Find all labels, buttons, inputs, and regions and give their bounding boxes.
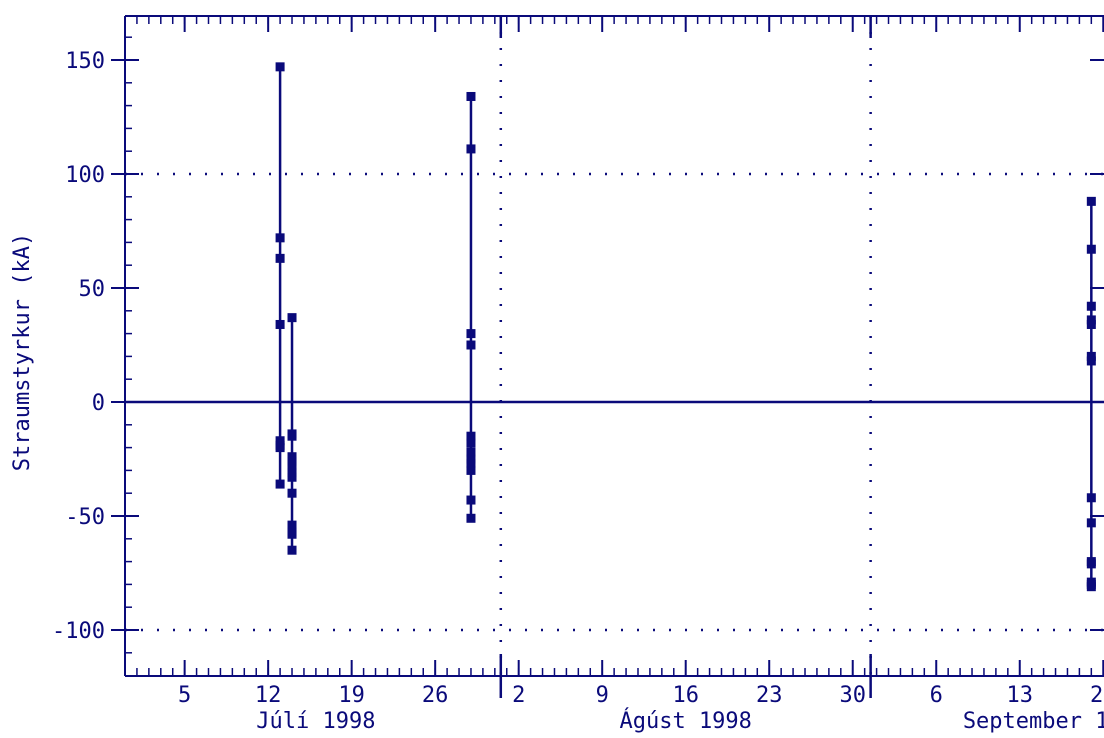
y-tick-label: 150 [65,49,105,74]
data-point [466,144,476,154]
data-point [1086,559,1096,569]
month-label: September 1998 [963,709,1104,734]
data-point [466,495,476,505]
data-point [287,313,297,323]
data-point [287,431,297,441]
axis-layer [111,15,1104,698]
x-tick-label: 26 [422,683,449,708]
data-point [466,459,476,469]
y-tick-label: 0 [92,391,105,416]
x-tick-label: 2 [512,683,525,708]
data-point [466,431,476,441]
data-point [287,468,297,478]
series-layer [275,62,1096,592]
y-tick-label: -100 [52,619,105,644]
data-point [275,479,285,489]
grid-layer [125,16,1104,676]
x-tick-label: 12 [255,683,282,708]
y-tick-label: -50 [65,505,105,530]
x-tick-label: 9 [596,683,609,708]
data-point [466,438,476,448]
data-point [466,340,476,350]
data-point [466,329,476,339]
y-tick-label: 50 [79,277,106,302]
data-point [1086,315,1096,325]
data-point [287,529,297,539]
label-layer: 150100500-50-1005121926291623306132027Jú… [52,49,1104,734]
data-point [1086,356,1096,366]
month-label: Ágúst 1998 [619,708,751,734]
data-point [1086,244,1096,254]
data-point [287,472,297,482]
data-point [287,461,297,471]
data-point [287,456,297,466]
x-tick-label: 6 [930,683,943,708]
data-point [275,443,285,453]
data-point [1086,351,1096,361]
data-point [1086,319,1096,329]
data-point [275,319,285,329]
data-point [275,253,285,263]
x-tick-label: 16 [672,683,699,708]
data-point [466,91,476,101]
x-tick-label: 30 [839,683,866,708]
y-axis-title: Straumstyrkur (kA) [10,233,35,471]
data-point [275,62,285,72]
x-tick-label: 23 [756,683,783,708]
data-point [275,233,285,243]
data-point [1086,301,1096,311]
data-point [1086,518,1096,528]
x-tick-label: 20 [1090,683,1104,708]
data-point [466,447,476,457]
x-tick-label: 13 [1007,683,1034,708]
data-point [287,452,297,462]
data-point [1086,196,1096,206]
data-point [275,436,285,446]
data-point [287,488,297,498]
y-tick-label: 100 [65,163,105,188]
data-point [287,545,297,555]
data-point [466,465,476,475]
x-tick-label: 19 [338,683,365,708]
data-point [466,513,476,523]
data-point [287,520,297,530]
x-tick-label: 5 [178,683,191,708]
month-label: Júlí 1998 [256,709,375,734]
data-point [466,454,476,464]
data-point [1086,493,1096,503]
data-point [1086,582,1096,592]
